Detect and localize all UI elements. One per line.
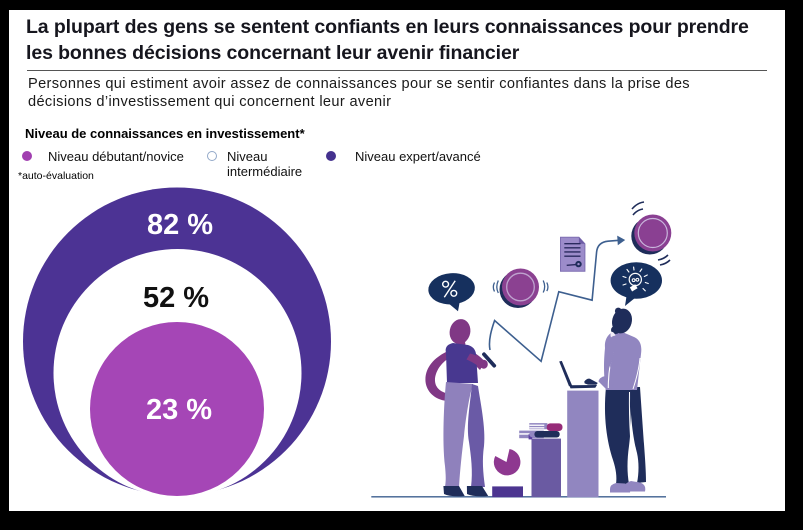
- svg-text:52 %: 52 %: [143, 282, 209, 314]
- svg-text:23 %: 23 %: [146, 394, 212, 426]
- svg-text:82 %: 82 %: [147, 209, 213, 241]
